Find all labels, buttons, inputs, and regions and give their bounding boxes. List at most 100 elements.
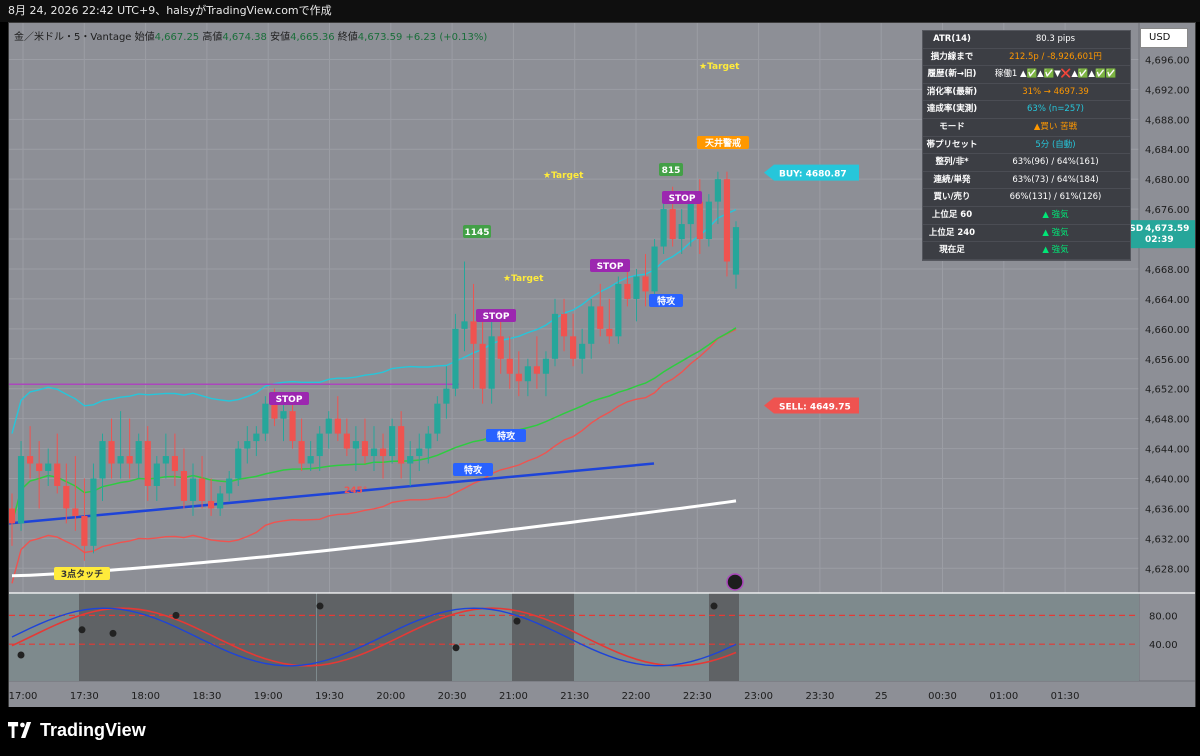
candle [389,418,396,464]
candle-body [389,426,396,457]
angle-label: 245° [344,486,367,496]
candle-body [108,441,115,464]
candle [660,194,667,255]
candle [633,268,640,322]
stats-value: 31% → 4697.39 [1022,86,1089,97]
candle [217,485,224,516]
stats-row: 損力線まで 212.5p / -8,926,601円 [923,49,1130,67]
candle-body [189,478,197,501]
price-chart-svg[interactable]: 4,628.00 4,632.00 4,636.00 4,640.00 4,644.00… [9,23,1195,707]
candles [9,171,740,561]
y-tick-label: 4,680.00 [1145,175,1190,186]
symbol-name[interactable]: 金／米ドル・5・Vantage [14,32,132,43]
tokko-label: 特攻 [453,463,493,476]
badge-label: 815 [659,163,683,176]
y-tick-label: 4,668.00 [1145,265,1190,276]
x-tick-label: 22:30 [683,691,712,702]
stats-value: 稼働1 ▲✅▲✅▼❌▲✅▲✅✅ [994,69,1117,80]
stats-value: 5分 (自動) [1035,139,1076,150]
candle [597,283,604,337]
candle-body [316,433,323,457]
open-value: 4,667.25 [154,32,200,43]
candle-body [81,515,88,546]
candle-body [289,411,296,442]
candle [370,426,378,472]
candle [307,441,314,472]
stats-key: モード [939,121,965,132]
oscillator-pivot-dot [513,617,521,625]
buy-callout-text: BUY: 4680.87 [779,170,847,180]
badge-label-bg [659,163,683,176]
candle-body [651,246,658,292]
candle-body [524,366,531,382]
candle-body [198,478,206,501]
oscillator-pivot-dot [17,651,25,659]
high-value: 4,674.38 [222,32,267,43]
stats-table: ATR(14) 80.3 pips 損力線まで 212.5p / -8,926,601… [922,30,1131,261]
candle [361,418,369,464]
candle-body [705,201,712,240]
stats-key: ATR(14) [933,34,971,44]
candle [153,456,160,501]
stats-key: 消化率(最新) [926,86,978,97]
candle-body [72,508,79,516]
stop-label-bg [269,392,309,405]
stats-row: モード ▲買い 苦戦 [923,119,1130,137]
white-ma-line [11,499,737,578]
stop-label: STOP [269,392,309,405]
candle [325,411,332,449]
y-tick-label: 4,628.00 [1145,564,1190,575]
y-tick-label: 4,676.00 [1145,205,1190,216]
buy-callout: BUY: 4680.87 [764,164,859,181]
candle [560,298,568,352]
target-label: ★Target [699,62,740,72]
x-tick-label: 01:00 [989,691,1018,702]
candle-body [307,456,314,464]
stats-value: 80.3 pips [1035,34,1076,44]
candle-body [9,508,16,524]
candle [615,276,622,344]
y-tick-label: 4,656.00 [1145,355,1190,366]
candle-body [678,224,685,240]
currency-button[interactable]: USD [1140,28,1188,48]
close-label: 終値 [337,32,358,43]
oscillator-shade [79,593,179,681]
candle-body [271,403,278,419]
candle [416,433,423,472]
sell-callout-bg [764,397,859,414]
tokko-label-bg [649,294,683,307]
candle [298,418,305,472]
candle [189,463,197,516]
candle [144,426,151,501]
candle-body [370,448,378,457]
candle-body [497,336,504,359]
candle [443,366,450,419]
grid [9,23,1139,681]
candle-body [17,456,25,524]
stats-row: 消化率(最新) 31% → 4697.39 [923,84,1130,102]
tradingview-logo: TradingView [8,720,146,741]
buy-callout-bg [764,164,859,181]
candle-body [253,433,260,442]
candle [54,433,61,494]
stop-label-bg [476,309,516,322]
touch3-label-text: 3点タッチ [61,568,103,580]
y-tick-label: 4,636.00 [1145,504,1190,515]
candle-body [416,448,423,457]
oscillator-shade [317,593,452,681]
touch3-label-bg [54,567,110,580]
snapshot-header: 8月 24, 2026 22:42 UTC+9、halsyがTradingVie… [0,0,1200,22]
candle [343,418,350,457]
candle-body [217,493,224,509]
candle-body [696,201,703,240]
candle-body [624,283,631,299]
ohlc-legend: 金／米ドル・5・Vantage 始値4,667.25 高値4,674.38 安値… [14,28,487,43]
badge-label: 1145 [463,225,491,238]
candle-body [361,441,369,457]
x-tick-label: 19:00 [254,691,283,702]
candle-body [714,179,721,202]
candle [461,261,468,352]
oscillator-tick-label: 40.00 [1149,640,1178,651]
candle [542,351,550,397]
x-tick-label: 21:00 [499,691,528,702]
